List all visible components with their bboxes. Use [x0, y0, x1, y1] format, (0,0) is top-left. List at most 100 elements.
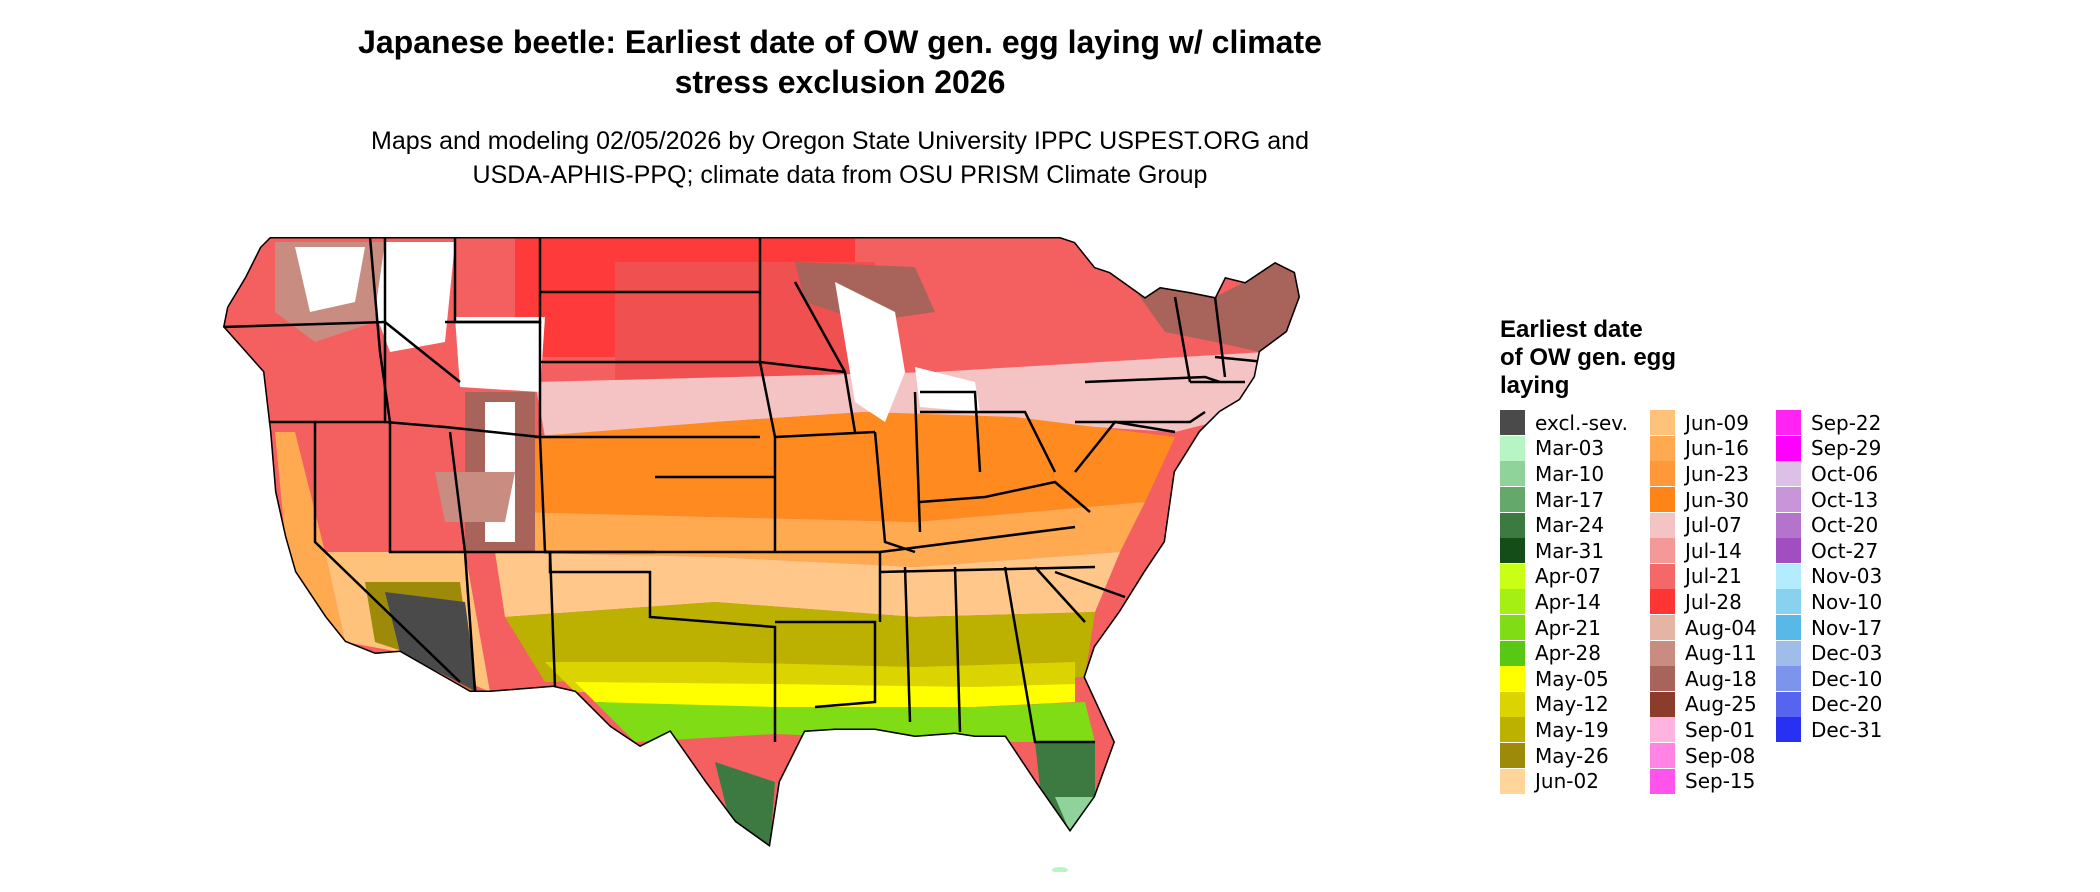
legend-swatch	[1650, 717, 1675, 743]
legend-label: Jun-02	[1535, 769, 1599, 794]
legend-swatch	[1500, 589, 1525, 615]
legend-swatch	[1500, 461, 1525, 487]
legend-item: Aug-11	[1650, 640, 1757, 666]
legend-label: Jun-23	[1685, 461, 1749, 486]
us-map	[223, 237, 1300, 872]
legend-label: Oct-27	[1811, 538, 1879, 563]
legend-label: Aug-25	[1685, 692, 1757, 717]
legend-column-3: Sep-22 Sep-29 Oct-06 Oct-13 Oct-20 Oct-27 Nov-…	[1776, 410, 1882, 743]
legend-item: Dec-31	[1776, 717, 1882, 743]
legend-item: Apr-21	[1500, 615, 1628, 641]
legend-label: Jun-30	[1685, 487, 1749, 512]
legend-title: Earliest date of OW gen. egg laying	[1500, 316, 1740, 400]
legend-swatch	[1776, 666, 1801, 692]
legend-swatch	[1650, 435, 1675, 461]
legend-swatch	[1650, 615, 1675, 641]
legend-swatch	[1500, 435, 1525, 461]
legend-label: Jun-09	[1685, 410, 1749, 435]
legend-item: Mar-03	[1500, 435, 1628, 462]
legend-swatch	[1650, 691, 1675, 717]
legend-label: Jul-28	[1685, 589, 1742, 614]
legend-label: May-26	[1535, 743, 1609, 768]
legend-swatch	[1776, 512, 1801, 538]
legend-swatch	[1500, 768, 1525, 794]
legend-swatch	[1500, 666, 1525, 692]
legend-item: Sep-01	[1650, 717, 1757, 743]
legend-label: Dec-10	[1811, 666, 1883, 691]
legend-item: Apr-28	[1500, 640, 1628, 666]
legend-item: Dec-10	[1776, 666, 1882, 692]
legend-label: Dec-31	[1811, 717, 1883, 742]
legend-label: Dec-20	[1811, 692, 1883, 717]
legend-swatch	[1776, 717, 1801, 743]
legend-label: excl.-sev.	[1535, 410, 1628, 435]
legend-item: Dec-20	[1776, 691, 1883, 718]
legend-swatch	[1650, 640, 1675, 666]
legend-item: Aug-18	[1650, 666, 1757, 692]
legend-swatch	[1500, 538, 1525, 564]
legend-label: Dec-03	[1811, 641, 1883, 666]
legend-item: Mar-10	[1500, 461, 1628, 487]
legend-label: Mar-10	[1535, 461, 1605, 486]
legend-item: Oct-27	[1776, 538, 1882, 564]
legend-swatch	[1500, 410, 1525, 436]
legend-swatch	[1776, 563, 1801, 589]
legend-item: May-05	[1500, 666, 1628, 692]
legend-item: Aug-25	[1650, 691, 1757, 718]
legend-swatch	[1776, 461, 1801, 487]
legend-label: Apr-21	[1535, 615, 1601, 640]
legend-swatch	[1776, 589, 1801, 615]
map-subtitle-line-1: Maps and modeling 02/05/2026 by Oregon S…	[371, 127, 1309, 155]
legend-swatch	[1500, 563, 1525, 589]
legend-item: Aug-04	[1650, 615, 1757, 641]
legend-swatch	[1776, 410, 1801, 436]
legend-swatch	[1776, 615, 1801, 641]
legend-label: Aug-04	[1685, 615, 1757, 640]
map-subtitle: Maps and modeling 02/05/2026 by Oregon S…	[250, 124, 1430, 192]
legend-label: Nov-17	[1811, 615, 1883, 640]
legend-item: Jul-21	[1650, 563, 1757, 590]
legend-swatch	[1500, 717, 1525, 743]
legend-label: Sep-01	[1685, 717, 1756, 742]
legend-swatch	[1500, 743, 1525, 769]
legend-label: Sep-22	[1811, 410, 1882, 435]
legend-title-line-2: of OW gen. egg	[1500, 344, 1676, 371]
legend-swatch	[1776, 538, 1801, 564]
legend-swatch	[1776, 435, 1801, 461]
legend-label: May-05	[1535, 666, 1609, 691]
legend-label: Oct-06	[1811, 461, 1879, 486]
legend-label: Mar-17	[1535, 487, 1605, 512]
legend-label: May-19	[1535, 717, 1609, 742]
map-title-line-1: Japanese beetle: Earliest date of OW gen…	[358, 24, 1322, 60]
legend-title-line-3: laying	[1500, 372, 1570, 399]
legend-swatch	[1650, 768, 1675, 794]
legend-item: May-19	[1500, 717, 1628, 743]
legend-item: Oct-13	[1776, 487, 1882, 513]
legend-swatch	[1500, 512, 1525, 538]
legend-label: Oct-20	[1811, 513, 1879, 538]
legend-swatch	[1650, 512, 1675, 538]
legend-label: Sep-29	[1811, 436, 1882, 461]
map-subtitle-line-2: USDA-APHIS-PPQ; climate data from OSU PR…	[472, 161, 1208, 189]
legend-swatch	[1650, 563, 1675, 589]
legend-item: Jul-28	[1650, 589, 1757, 615]
legend-item: Sep-22	[1776, 410, 1882, 436]
legend-item: Mar-24	[1500, 512, 1628, 538]
legend-label: Apr-28	[1535, 641, 1601, 666]
legend-swatch	[1776, 691, 1801, 717]
legend-swatch	[1500, 640, 1525, 666]
legend-label: Jun-16	[1685, 436, 1749, 461]
legend-label: Apr-14	[1535, 589, 1601, 614]
legend-item: Apr-07	[1500, 563, 1628, 590]
legend-swatch	[1776, 487, 1801, 513]
legend-label: Jul-14	[1685, 538, 1742, 563]
legend-swatch	[1500, 691, 1525, 717]
legend-label: Mar-03	[1535, 436, 1605, 461]
legend-item: Oct-06	[1776, 461, 1882, 487]
map-title: Japanese beetle: Earliest date of OW gen…	[250, 22, 1430, 102]
legend-label: Jul-07	[1685, 513, 1742, 538]
legend-item: Mar-17	[1500, 487, 1628, 513]
legend-item: Jul-07	[1650, 512, 1757, 538]
legend-label: Aug-11	[1685, 641, 1757, 666]
legend-swatch	[1650, 743, 1675, 769]
